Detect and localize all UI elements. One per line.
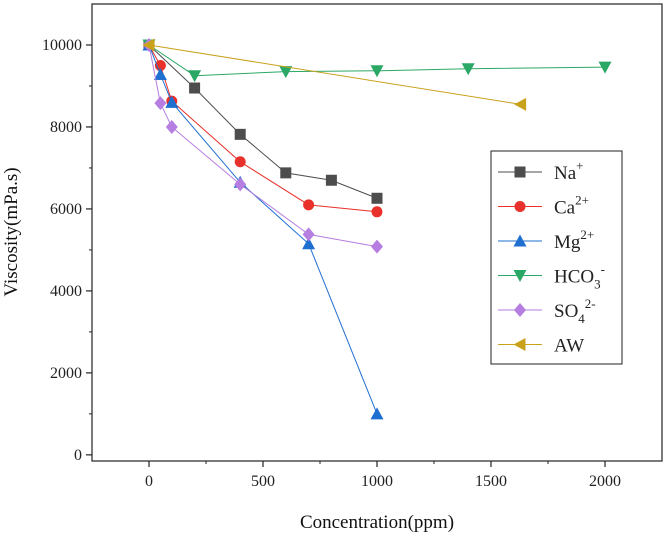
data-point-so4	[302, 227, 315, 242]
legend-label: HCO3-	[554, 262, 605, 292]
data-point-ca	[371, 206, 383, 218]
series-line-hco3	[148, 44, 606, 77]
data-point-na	[371, 192, 383, 204]
legend-item-ca: Ca2+	[498, 193, 589, 219]
series-na	[143, 39, 383, 204]
data-point-so4	[165, 119, 178, 134]
data-point-so4	[234, 177, 247, 192]
series-ca	[143, 39, 383, 218]
legend-marker	[514, 201, 526, 212]
data-point-ca	[303, 199, 315, 211]
y-axis-title: Viscosity(mPa.s)	[1, 167, 22, 296]
data-point-na	[325, 174, 337, 186]
series-mg	[142, 38, 384, 420]
legend-marker	[514, 166, 526, 178]
y-tick-label: 10000	[42, 37, 82, 54]
data-point-hco3	[461, 63, 475, 76]
legend-label: Mg2+	[554, 227, 594, 253]
data-point-hco3	[279, 66, 293, 79]
data-point-aw	[514, 97, 527, 111]
legend-item-aw: AW	[498, 336, 584, 357]
series-hco3	[142, 39, 612, 83]
x-tick-label: 0	[145, 473, 153, 490]
legend-item-na: Na+	[498, 158, 584, 184]
data-point-hco3	[598, 61, 612, 74]
legend-marker	[513, 234, 527, 247]
data-point-na	[280, 167, 292, 179]
series-layer	[142, 37, 612, 420]
x-tick-label: 1500	[475, 473, 507, 490]
legend-label: AW	[554, 336, 584, 357]
legend-marker	[513, 270, 527, 282]
data-point-mg	[165, 95, 179, 108]
x-tick-label: 500	[251, 473, 275, 490]
legend-marker	[513, 338, 526, 351]
data-point-hco3	[370, 65, 384, 78]
y-tick-label: 2000	[50, 365, 82, 382]
data-point-mg	[153, 67, 167, 80]
data-point-na	[234, 128, 246, 140]
legend-label: SO42-	[554, 296, 596, 326]
legend-item-so4: SO42-	[498, 296, 596, 326]
data-point-mg	[370, 407, 384, 420]
data-point-hco3	[188, 70, 202, 83]
data-point-so4	[154, 96, 167, 111]
legend-item-hco3: HCO3-	[498, 262, 605, 292]
y-tick-label: 6000	[50, 201, 82, 218]
data-point-na	[189, 82, 201, 94]
series-line-mg	[148, 44, 378, 415]
data-point-aw	[142, 38, 155, 52]
series-line-so4	[148, 44, 378, 248]
x-tick-label: 1000	[361, 473, 393, 490]
data-point-mg	[302, 237, 316, 250]
series-line-na	[148, 44, 378, 199]
y-tick-label: 0	[74, 447, 82, 464]
legend: Na+ Ca2+ Mg2+ HCO3- SO42- AW	[490, 150, 623, 365]
data-point-ca	[234, 156, 246, 168]
y-tick-label: 8000	[50, 119, 82, 136]
legend-item-mg: Mg2+	[498, 227, 594, 253]
legend-marker	[514, 303, 526, 317]
y-tick-label: 4000	[50, 283, 82, 300]
series-aw	[142, 38, 527, 111]
series-so4	[143, 37, 383, 254]
data-point-so4	[371, 239, 383, 254]
x-tick-label: 2000	[589, 473, 621, 490]
x-axis-title: Concentration(ppm)	[300, 512, 454, 533]
series-line-ca	[148, 44, 378, 213]
legend-label: Na+	[554, 158, 584, 184]
axis-ticks: 0 500 1000 1500 2000 0 2000 4000 6000 8000 10000	[42, 37, 621, 490]
legend-label: Ca2+	[554, 193, 589, 219]
series-line-aw	[148, 44, 521, 105]
legend-box	[490, 150, 623, 365]
